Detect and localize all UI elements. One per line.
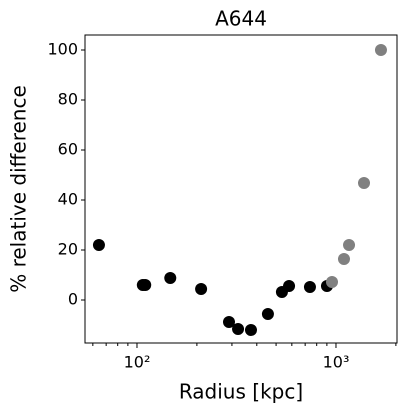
point [164, 272, 177, 284]
point [337, 253, 350, 265]
point [261, 308, 274, 320]
y-tick-label: 60 [58, 140, 78, 159]
point [283, 280, 296, 292]
point [343, 239, 356, 251]
plot-frame [84, 34, 398, 344]
y-axis-label: % relative difference [7, 85, 31, 293]
point [222, 316, 235, 328]
y-tick-label: 80 [58, 90, 78, 109]
point [195, 283, 208, 295]
x-axis-label: Radius [kpc] [179, 380, 303, 404]
point [139, 279, 152, 291]
y-tick-label: 40 [58, 190, 78, 209]
point [358, 177, 371, 189]
x-tick-label: 10³ [323, 353, 350, 372]
x-tick-label: 10² [124, 353, 151, 372]
y-tick-label: 100 [47, 40, 78, 59]
point [92, 239, 105, 251]
chart-title: A644 [215, 7, 267, 31]
point [374, 44, 387, 56]
point [303, 281, 316, 293]
point [244, 324, 257, 336]
y-tick-label: 0 [68, 290, 78, 309]
point [326, 276, 339, 288]
y-tick-label: 20 [58, 240, 78, 259]
point [232, 323, 245, 335]
